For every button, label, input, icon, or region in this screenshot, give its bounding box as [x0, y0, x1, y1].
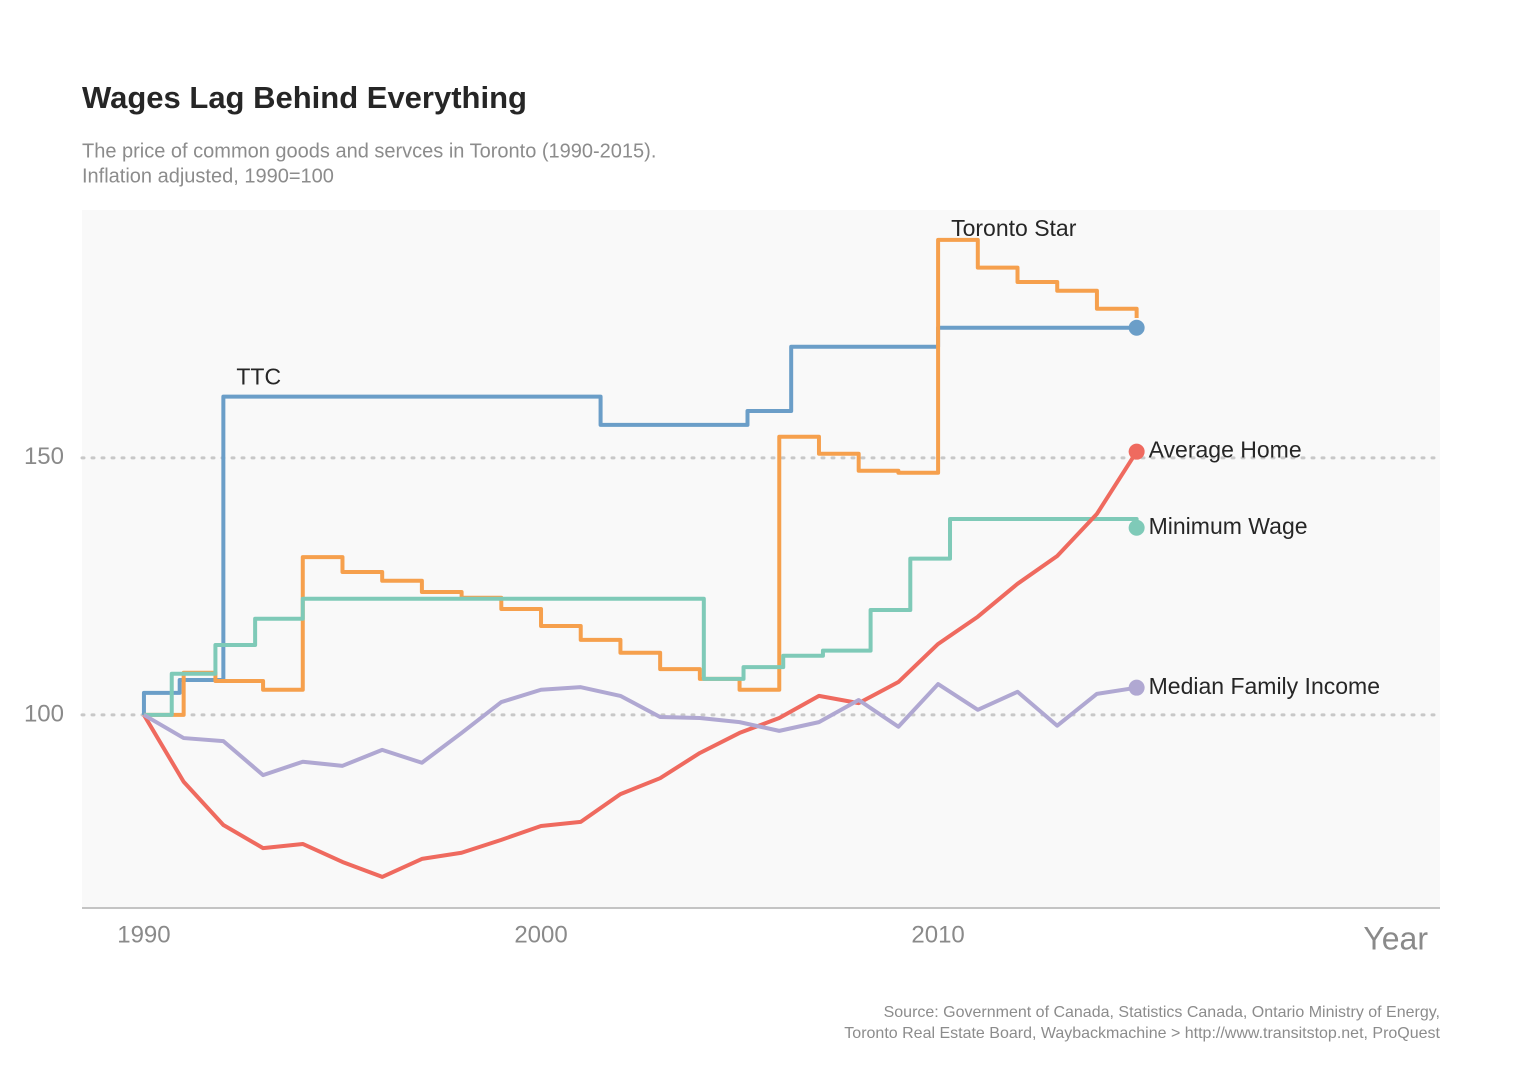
subtitle: The price of common goods and servces in… [82, 140, 656, 162]
series-label: Average Home [1149, 437, 1302, 463]
series-line [142, 450, 1139, 879]
source: Source: Government of Canada, Statistics… [884, 1004, 1440, 1021]
source: Toronto Real Estate Board, Waybackmachin… [844, 1025, 1440, 1042]
plot-panel [82, 210, 1440, 908]
series-line [141, 325, 1137, 715]
chart-title: Wages Lag Behind Everything [82, 80, 527, 115]
end-dot [1128, 519, 1145, 536]
x-tick-label: 2000 [514, 921, 567, 948]
subtitle: Inflation adjusted, 1990=100 [82, 165, 334, 187]
series-label: TTC [236, 364, 281, 390]
x-tick-label: 1990 [117, 921, 170, 948]
end-dot [1128, 443, 1145, 460]
series-label: Median Family Income [1149, 673, 1380, 699]
series-label: Minimum Wage [1149, 513, 1308, 539]
series-line [143, 237, 1139, 717]
series-line [142, 682, 1137, 778]
x-axis-title: Year [1363, 920, 1428, 956]
y-tick-label: 100 [24, 700, 64, 727]
x-tick-label: 2010 [911, 921, 964, 948]
end-dot [1128, 679, 1145, 696]
series-label: Toronto Star [951, 215, 1077, 241]
end-dot [1128, 319, 1145, 336]
y-tick-label: 150 [24, 443, 64, 470]
series-line [143, 517, 1139, 717]
